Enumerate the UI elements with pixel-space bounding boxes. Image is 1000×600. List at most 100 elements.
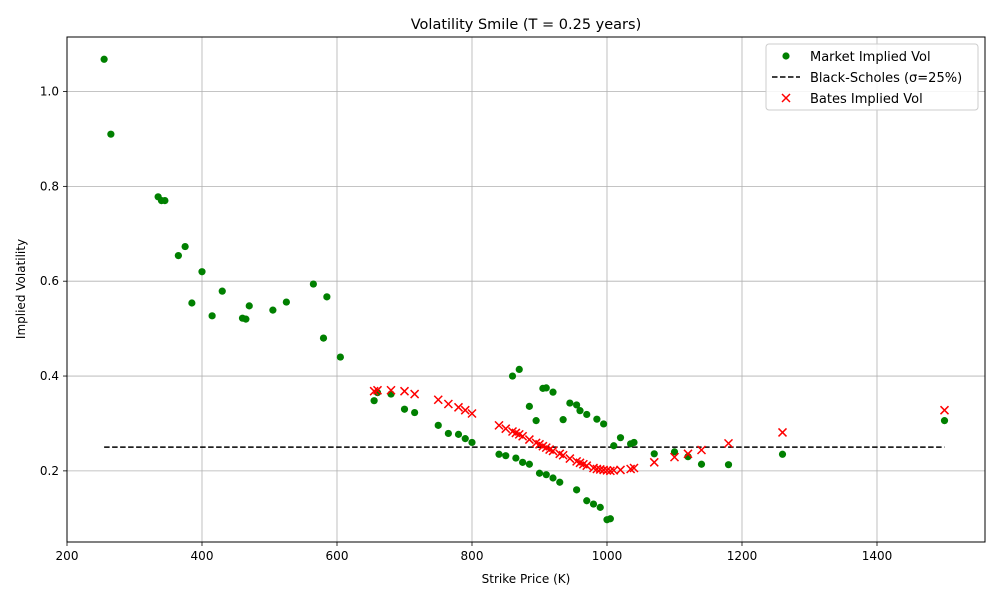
chart-title: Volatility Smile (T = 0.25 years): [411, 17, 641, 33]
legend-bates-label: Bates Implied Vol: [810, 92, 923, 107]
market-point: [576, 407, 584, 415]
market-implied-vol-series: [100, 55, 949, 524]
market-point: [549, 474, 557, 482]
market-point: [319, 334, 328, 342]
bates-point: [453, 402, 464, 412]
bates-point: [696, 445, 707, 455]
bates-point-stroke: [501, 424, 511, 434]
x-tick-label: 1400: [862, 549, 893, 563]
bates-point-stroke: [582, 461, 592, 471]
bates-point-stroke: [602, 465, 612, 475]
bates-point-stroke: [605, 466, 615, 476]
y-axis-label: Implied Volatility: [14, 239, 28, 339]
market-point: [454, 430, 463, 438]
bates-point-stroke: [541, 443, 551, 453]
market-point: [515, 365, 523, 373]
bates-point-stroke: [723, 438, 734, 448]
bates-point-stroke: [629, 463, 639, 473]
market-point: [630, 438, 638, 447]
bates-point-stroke: [524, 435, 534, 445]
bates-point-stroke: [511, 428, 521, 438]
market-point: [573, 401, 581, 409]
market-point: [566, 399, 574, 407]
market-point: [468, 438, 476, 447]
market-point: [600, 420, 608, 428]
x-axis-label: Strike Price (K): [482, 572, 571, 586]
grid-lines: [66, 37, 985, 542]
market-point: [616, 434, 625, 442]
market-point: [100, 55, 108, 63]
bates-point-stroke: [669, 452, 680, 462]
bates-point-stroke: [538, 441, 548, 451]
market-point: [596, 503, 604, 511]
bates-point-stroke: [460, 405, 470, 415]
market-point: [502, 452, 510, 460]
y-tick-label: 0.6: [40, 274, 59, 288]
market-point: [495, 450, 503, 458]
bates-point: [518, 431, 528, 441]
bates-point: [629, 463, 639, 473]
market-point: [573, 486, 581, 494]
bates-point: [582, 461, 592, 471]
market-point: [107, 130, 115, 138]
market-point: [525, 460, 533, 468]
market-point: [589, 500, 598, 508]
bates-point: [386, 385, 396, 395]
legend-market-marker: [782, 52, 790, 60]
market-point: [336, 353, 344, 361]
bates-point: [494, 420, 504, 430]
bates-point-stroke: [545, 445, 555, 455]
bates-point: [615, 465, 626, 475]
bates-point: [939, 405, 950, 415]
bates-point-stroke: [609, 465, 619, 475]
bates-point: [649, 457, 659, 467]
market-point: [400, 405, 409, 413]
legend-frame: [765, 43, 979, 111]
bates-point-stroke: [467, 408, 477, 419]
market-point: [650, 450, 658, 458]
bates-point: [723, 438, 734, 448]
bates-point-stroke: [433, 395, 443, 405]
x-axis-ticks: 200 400 600 800 1000 1200 1400: [56, 542, 893, 563]
market-point: [444, 429, 452, 438]
market-point: [535, 469, 544, 477]
bates-point-stroke: [777, 427, 788, 437]
market-point: [282, 298, 290, 306]
market-point: [559, 416, 567, 424]
bates-point-stroke: [615, 465, 626, 475]
x-tick-label: 1000: [592, 549, 623, 563]
x-tick-label: 400: [191, 549, 214, 563]
market-point: [519, 458, 527, 466]
market-point: [670, 448, 679, 456]
bates-point-stroke: [443, 399, 453, 409]
legend-market-label: Market Implied Vol: [810, 50, 931, 65]
bates-point-stroke: [572, 456, 582, 466]
market-point: [940, 417, 949, 425]
bates-point-stroke: [548, 446, 558, 456]
market-point: [161, 196, 169, 205]
market-point: [778, 450, 787, 458]
bates-point-stroke: [683, 449, 693, 459]
market-point: [198, 268, 206, 276]
market-point: [269, 306, 277, 314]
bates-point: [669, 452, 680, 462]
x-tick-label: 600: [326, 549, 349, 563]
market-point: [593, 415, 601, 423]
market-point: [181, 242, 189, 251]
bates-point: [501, 424, 511, 434]
market-point: [188, 299, 196, 307]
market-point: [512, 454, 520, 462]
bates-point: [443, 399, 453, 409]
bates-point: [565, 454, 575, 464]
bates-point: [558, 450, 568, 460]
plot-frame: [66, 36, 986, 543]
market-point: [208, 312, 216, 320]
bates-point-stroke: [565, 454, 575, 464]
market-point: [370, 397, 378, 405]
market-point: [542, 384, 550, 392]
market-point: [174, 251, 182, 260]
market-point: [606, 515, 614, 523]
bates-point: [460, 405, 470, 415]
market-point: [610, 442, 618, 450]
